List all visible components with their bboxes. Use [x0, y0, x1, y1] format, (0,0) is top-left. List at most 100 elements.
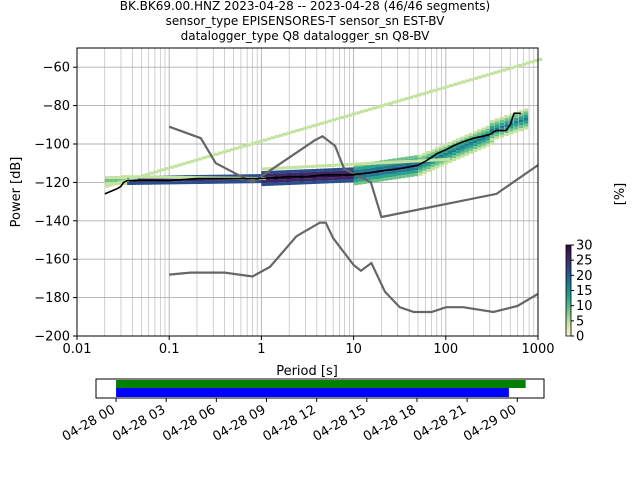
density-cell: [241, 174, 246, 178]
density-cell: [261, 183, 266, 187]
density-cell: [489, 135, 495, 139]
density-cell: [343, 114, 349, 118]
title-line-2: sensor_type EPISENSORES-T sensor_sn EST-…: [166, 14, 446, 28]
density-cell: [320, 180, 325, 184]
density-cell: [299, 169, 304, 173]
density-cell: [311, 180, 317, 184]
density-cell: [375, 167, 380, 171]
density-cell: [504, 124, 509, 128]
density-cell: [514, 117, 519, 121]
density-cell: [523, 123, 529, 127]
timeline-tick-label: 04-29 00: [461, 402, 519, 444]
density-cell: [331, 118, 337, 122]
density-cell: [461, 80, 466, 84]
density-cell: [286, 179, 292, 183]
density-cell: [238, 145, 243, 149]
density-cell: [299, 178, 304, 182]
density-cell: [228, 174, 234, 178]
density-cell: [224, 174, 230, 178]
density-cell: [460, 145, 465, 149]
y-tick-label: −120: [34, 176, 70, 191]
density-cell: [392, 160, 398, 164]
density-cell: [200, 180, 205, 184]
density-cell: [282, 179, 287, 183]
density-cell: [430, 161, 436, 165]
density-cell: [345, 179, 350, 183]
density-cell: [426, 154, 431, 158]
density-cell: [366, 177, 371, 181]
density-cell: [430, 152, 436, 156]
density-cell: [175, 181, 181, 185]
density-cell: [120, 180, 126, 184]
density-cell: [157, 169, 162, 173]
density-cell: [456, 144, 461, 148]
density-cell: [153, 170, 158, 174]
colorbar-tick-label: 15: [576, 284, 593, 299]
density-cell: [418, 163, 423, 167]
timeline-tick-label: 04-28 09: [210, 402, 268, 444]
density-cell: [257, 180, 262, 184]
density-cell: [489, 126, 495, 130]
density-cell: [347, 113, 353, 117]
density-cell: [131, 181, 136, 185]
density-cell: [456, 138, 461, 142]
density-cell: [460, 136, 465, 140]
density-cell: [351, 162, 357, 166]
density-cell: [509, 116, 514, 120]
density-cell: [171, 181, 177, 185]
x-tick-label: 0.01: [63, 342, 92, 357]
density-cell: [120, 175, 126, 179]
density-cell: [405, 168, 410, 172]
density-cell: [178, 175, 184, 179]
density-cell: [436, 87, 442, 91]
density-cell: [465, 79, 470, 83]
density-cell: [104, 178, 110, 182]
density-cell: [274, 134, 280, 138]
density-cell: [269, 170, 275, 174]
density-cell: [261, 171, 266, 175]
density-cell: [315, 180, 321, 184]
density-cell: [434, 150, 440, 154]
density-cell: [418, 172, 423, 176]
density-cell: [494, 136, 500, 140]
density-cell: [212, 174, 218, 178]
density-cell: [404, 97, 409, 101]
density-cell: [468, 141, 474, 145]
density-cell: [109, 181, 114, 185]
density-cell: [392, 176, 397, 180]
density-cell: [336, 170, 342, 174]
density-cell: [451, 155, 457, 159]
density-cell: [113, 175, 119, 179]
density-cell: [412, 94, 417, 98]
density-cell: [509, 113, 514, 117]
density-cell: [509, 66, 515, 70]
density-cell: [294, 172, 300, 176]
density-cell: [349, 176, 354, 180]
timeline-tick-label: 04-28 06: [160, 402, 218, 444]
density-cell: [303, 169, 308, 173]
density-cell: [485, 128, 491, 132]
density-cell: [180, 181, 185, 185]
density-cell: [460, 151, 465, 155]
density-cell: [226, 149, 231, 153]
density-cell: [347, 162, 352, 166]
density-cell: [413, 173, 419, 177]
density-cell: [320, 177, 325, 181]
density-cell: [408, 95, 413, 99]
density-cell: [409, 173, 414, 177]
density-cell: [405, 171, 410, 175]
density-cell: [451, 146, 457, 150]
density-cell: [443, 149, 448, 153]
density-cell: [472, 146, 478, 150]
density-cell: [380, 161, 385, 165]
density-cell: [383, 165, 389, 169]
density-cell: [362, 180, 367, 184]
density-cell: [112, 182, 118, 186]
density-cell: [501, 68, 507, 72]
density-cell: [282, 170, 287, 174]
density-cell: [265, 179, 271, 183]
density-cell: [523, 126, 529, 130]
density-cell: [485, 140, 491, 144]
density-cell: [294, 181, 300, 185]
density-cell: [282, 182, 287, 186]
